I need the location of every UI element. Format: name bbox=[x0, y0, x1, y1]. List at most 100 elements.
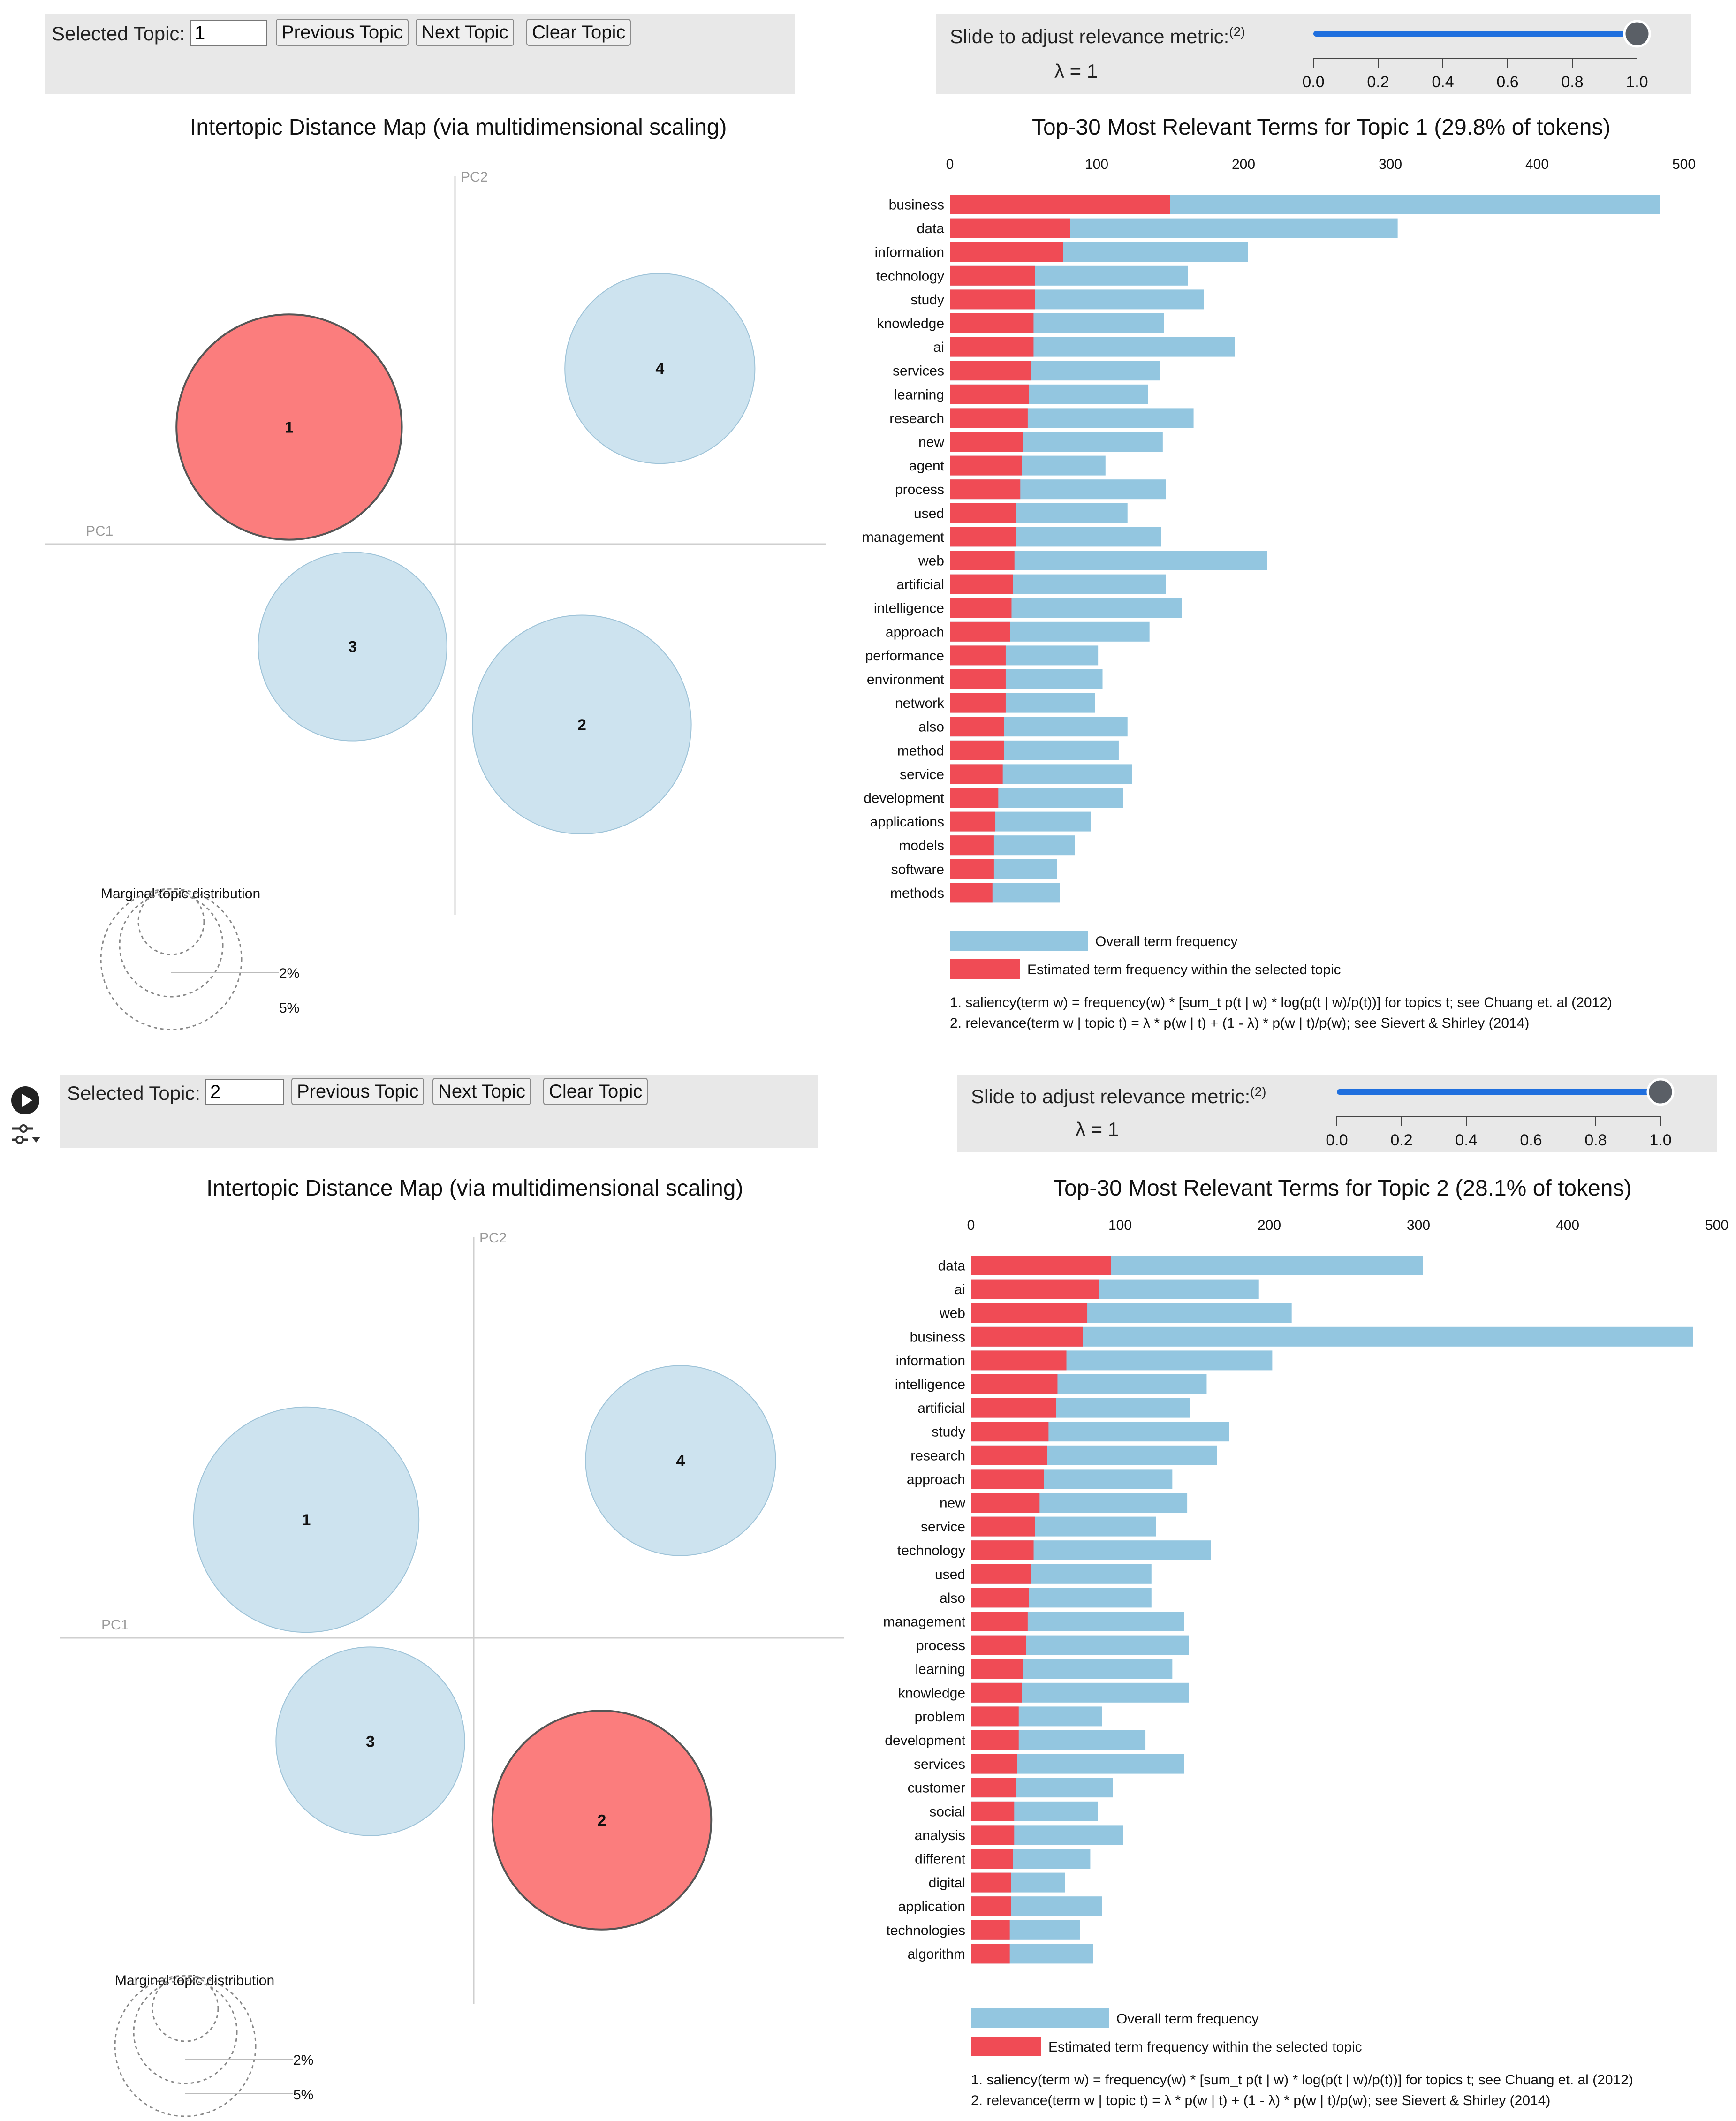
previous-topic-button[interactable]: Previous Topic bbox=[291, 1078, 425, 1105]
term-label: business bbox=[910, 1329, 965, 1345]
clear-topic-button[interactable]: Clear Topic bbox=[526, 19, 631, 46]
term-label: process bbox=[895, 482, 944, 498]
relevance-note: 2. relevance(term w | topic t) = λ * p(w… bbox=[971, 2093, 1550, 2108]
legend-swatch-topic bbox=[950, 959, 1020, 979]
topic-bar-business bbox=[971, 1326, 1083, 1347]
selected-topic-input[interactable] bbox=[205, 1079, 284, 1105]
topic-bar-development bbox=[971, 1730, 1019, 1750]
legend-label-overall: Overall term frequency bbox=[1095, 934, 1237, 949]
clear-topic-button[interactable]: Clear Topic bbox=[543, 1078, 648, 1105]
play-icon[interactable] bbox=[10, 1085, 40, 1118]
topic-bar-technologies bbox=[971, 1920, 1010, 1940]
overall-frequency-bars bbox=[950, 195, 1660, 903]
topic-circle-1[interactable] bbox=[193, 1406, 420, 1633]
topic-circle-4[interactable] bbox=[585, 1365, 776, 1556]
term-label: business bbox=[889, 197, 944, 213]
pc2-label: PC2 bbox=[479, 1230, 507, 1246]
term-label: used bbox=[914, 506, 944, 521]
topic-bar-problem bbox=[971, 1706, 1019, 1727]
filter-sliders-icon[interactable] bbox=[9, 1122, 42, 1152]
term-label: data bbox=[917, 221, 945, 236]
term-label: software bbox=[891, 862, 944, 877]
x-tick-label: 400 bbox=[1556, 1218, 1579, 1233]
slider-knob[interactable] bbox=[1623, 20, 1651, 48]
legend-label-topic: Estimated term frequency within the sele… bbox=[1048, 2039, 1362, 2055]
relevance-slider-label-text: Slide to adjust relevance metric: bbox=[950, 25, 1229, 47]
bar-chart-title: Top-30 Most Relevant Terms for Topic 1 (… bbox=[1032, 115, 1611, 140]
topic-bar-applications bbox=[950, 811, 996, 832]
marginal-circle-medium bbox=[119, 893, 224, 998]
topic-circle-4[interactable] bbox=[564, 273, 756, 464]
term-label: knowledge bbox=[898, 1685, 965, 1701]
relevance-slider-box bbox=[957, 1075, 1717, 1152]
relevance-note: 2. relevance(term w | topic t) = λ * p(w… bbox=[950, 1015, 1529, 1031]
selected-topic-input[interactable] bbox=[190, 20, 267, 46]
legend-swatch-overall bbox=[950, 931, 1088, 951]
x-tick-label: 0 bbox=[946, 157, 954, 172]
topic-circle-2[interactable] bbox=[491, 1710, 713, 1931]
topic-bar-services bbox=[971, 1754, 1017, 1774]
x-tick-label: 100 bbox=[1108, 1218, 1132, 1233]
overall-bar-business bbox=[971, 1326, 1693, 1347]
topic-bar-new bbox=[971, 1493, 1040, 1513]
term-label: research bbox=[910, 1448, 965, 1463]
topic-circle-2[interactable] bbox=[472, 614, 692, 835]
term-label: learning bbox=[915, 1662, 965, 1677]
topic-bar-process bbox=[971, 1635, 1026, 1655]
topic-bar-research bbox=[950, 408, 1028, 428]
term-label: management bbox=[862, 530, 945, 545]
slider-tick-label: 0.8 bbox=[1561, 73, 1583, 91]
marginal-label-2: 2% bbox=[293, 2053, 313, 2068]
map-title: Intertopic Distance Map (via multidimens… bbox=[206, 1176, 743, 1201]
previous-topic-button[interactable]: Previous Topic bbox=[276, 19, 409, 46]
term-label: analysis bbox=[915, 1828, 965, 1843]
term-label: research bbox=[889, 411, 944, 426]
term-label: intelligence bbox=[895, 1377, 965, 1393]
topic-bar-research bbox=[971, 1445, 1047, 1465]
term-label: customer bbox=[908, 1780, 965, 1796]
relevance-slider[interactable]: 0.0 0.2 0.4 0.6 0.8 1.0 bbox=[1299, 17, 1656, 97]
relevance-slider[interactable]: 0.0 0.2 0.4 0.6 0.8 1.0 bbox=[1323, 1075, 1679, 1155]
topic-bar-network bbox=[950, 693, 1006, 713]
term-label: methods bbox=[890, 886, 944, 901]
term-label: models bbox=[899, 838, 944, 854]
term-label: service bbox=[900, 767, 944, 782]
selected-topic-label: Selected Topic: bbox=[67, 1082, 201, 1104]
term-label: learning bbox=[894, 387, 944, 402]
marginal-circle-small bbox=[137, 888, 205, 955]
term-label: algorithm bbox=[908, 1947, 965, 1962]
topic-bar-service bbox=[971, 1516, 1035, 1537]
term-label: information bbox=[875, 245, 944, 260]
next-topic-button[interactable]: Next Topic bbox=[416, 19, 515, 46]
topic-bar-new bbox=[950, 432, 1023, 452]
x-tick-label: 0 bbox=[967, 1218, 975, 1233]
topic-bar-analysis bbox=[971, 1825, 1015, 1845]
selected-topic-label: Selected Topic: bbox=[52, 23, 185, 45]
legend-label-topic: Estimated term frequency within the sele… bbox=[1027, 962, 1341, 977]
topic-circle-3[interactable] bbox=[258, 552, 447, 742]
topic-bar-business bbox=[950, 195, 1170, 214]
topic-circle-1[interactable] bbox=[175, 313, 403, 541]
slider-fill bbox=[1337, 1089, 1660, 1095]
topic-bar-software bbox=[950, 859, 994, 879]
marginal-label-5: 5% bbox=[293, 2087, 313, 2103]
topic-bar-ai bbox=[971, 1279, 1099, 1299]
topic-bar-method bbox=[950, 740, 1004, 760]
marginal-label-2: 2% bbox=[279, 966, 299, 981]
slider-knob[interactable] bbox=[1646, 1078, 1675, 1106]
saliency-note: 1. saliency(term w) = frequency(w) * [su… bbox=[971, 2072, 1633, 2088]
topic-circle-label: 2 bbox=[598, 1812, 606, 1830]
topic-bar-also bbox=[971, 1588, 1030, 1608]
topic-bar-process bbox=[950, 479, 1021, 500]
topic-circle-label: 4 bbox=[655, 360, 664, 378]
pc1-label: PC1 bbox=[101, 1617, 129, 1633]
term-label: study bbox=[932, 1424, 965, 1440]
topic-circle-3[interactable] bbox=[275, 1646, 465, 1836]
topic-bar-used bbox=[971, 1564, 1031, 1584]
topic-bar-also bbox=[950, 717, 1004, 737]
term-label: technology bbox=[897, 1543, 965, 1559]
topic-bar-information bbox=[950, 242, 1063, 262]
next-topic-button[interactable]: Next Topic bbox=[432, 1078, 531, 1105]
slider-tick-label: 0.2 bbox=[1390, 1131, 1412, 1149]
